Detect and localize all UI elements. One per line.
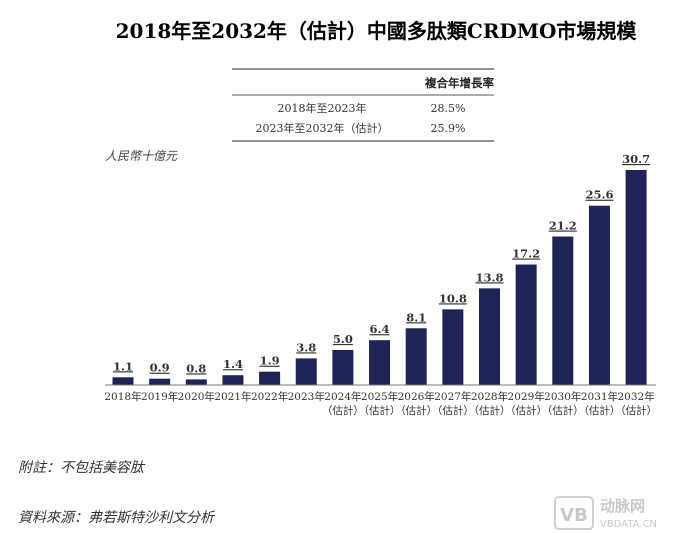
data-label: 1.9 xyxy=(260,354,280,368)
x-tick-label: 2025年 xyxy=(361,390,398,403)
data-label: 1.4 xyxy=(223,357,243,371)
cagr-row-period: 2023年至2032年（估計） xyxy=(256,121,389,135)
x-tick-label: 2024年 xyxy=(324,390,361,403)
bar-2026年 xyxy=(405,328,427,385)
data-label: 1.1 xyxy=(113,359,133,373)
data-label: 8.1 xyxy=(406,310,426,324)
x-tick-label: 2023年 xyxy=(288,390,325,403)
cagr-row-value: 25.9% xyxy=(431,122,466,135)
cagr-table: 複合年增長率 2018年至2023年 28.5% 2023年至2032年（估計）… xyxy=(232,68,494,142)
x-tick-label: 2027年 xyxy=(434,390,471,403)
bar-2029年 xyxy=(515,264,537,385)
x-tick-sublabel: （估計） xyxy=(578,404,620,417)
x-tick-sublabel: （估計） xyxy=(359,404,401,417)
bar-2023年 xyxy=(295,358,317,385)
x-tick-sublabel: （估計） xyxy=(469,404,511,417)
bar-2028年 xyxy=(479,288,500,385)
source-note: 資料來源：弗若斯特沙利文分析 xyxy=(18,510,216,526)
data-label: 25.6 xyxy=(585,188,613,202)
chart-title: 2018年至2032年（估計）中國多肽類CRDMO市場規模 xyxy=(116,19,638,43)
data-label: 30.7 xyxy=(622,152,650,166)
bar-2032年 xyxy=(625,170,647,385)
cagr-row-period: 2018年至2023年 xyxy=(278,101,367,115)
cagr-header: 複合年增長率 xyxy=(424,76,494,90)
x-tick-label: 2028年 xyxy=(471,390,508,403)
watermark-logo: VB 动脉网 VBDATA.CN xyxy=(554,496,657,530)
bar-2031年 xyxy=(588,205,610,385)
x-tick-sublabel: （估計） xyxy=(395,404,437,417)
x-tick-label: 2019年 xyxy=(141,390,178,403)
svg-text:VBDATA.CN: VBDATA.CN xyxy=(600,519,657,530)
x-tick-sublabel: （估計） xyxy=(322,404,364,417)
bar-2024年 xyxy=(332,349,354,385)
data-label: 5.0 xyxy=(333,332,353,346)
data-label: 6.4 xyxy=(370,322,390,336)
bar-2020年 xyxy=(185,379,207,385)
data-label: 3.8 xyxy=(296,340,316,354)
bar-2019年 xyxy=(149,378,171,385)
x-tick-sublabel: （估計） xyxy=(432,404,474,417)
data-label: 17.2 xyxy=(512,247,540,261)
bar-2018年 xyxy=(112,377,134,385)
cagr-row-value: 28.5% xyxy=(431,102,466,115)
x-tick-sublabel: （估計） xyxy=(615,404,657,417)
bar-2022年 xyxy=(259,371,281,385)
footnote: 附註：不包括美容肽 xyxy=(18,460,146,476)
x-tick-label: 2026年 xyxy=(398,390,435,403)
bar-2027年 xyxy=(442,309,464,385)
data-label: 0.9 xyxy=(150,361,170,375)
x-tick-label: 2021年 xyxy=(214,390,251,403)
x-tick-sublabel: （估計） xyxy=(505,404,547,417)
bar-2025年 xyxy=(369,340,391,385)
svg-text:动脉网: 动脉网 xyxy=(600,497,645,515)
y-axis-unit-label: 人民幣十億元 xyxy=(105,149,178,163)
data-label: 0.8 xyxy=(186,361,206,375)
x-tick-label: 2031年 xyxy=(581,390,618,403)
bars-group: 1.1 0.9 0.8 1.4 1.9 3.8 5.0 6.4 8.1 10.8 13.8 17.2 2… xyxy=(112,152,650,385)
svg-text:VB: VB xyxy=(560,505,588,526)
bar-2030年 xyxy=(552,236,574,385)
data-label: 21.2 xyxy=(549,219,577,233)
x-tick-label: 2020年 xyxy=(178,390,215,403)
x-tick-label: 2032年 xyxy=(617,390,654,403)
x-axis-labels: 2018年 2019年 2020年 2021年 2022年 2023年 2024年（估計）2… xyxy=(104,390,657,417)
bar-2021年 xyxy=(222,375,244,385)
x-tick-label: 2029年 xyxy=(508,390,545,403)
x-tick-sublabel: （估計） xyxy=(542,404,584,417)
x-tick-label: 2022年 xyxy=(251,390,288,403)
x-tick-label: 2018年 xyxy=(104,390,141,403)
data-label: 10.8 xyxy=(439,291,467,305)
x-tick-label: 2030年 xyxy=(544,390,581,403)
data-label: 13.8 xyxy=(475,270,503,284)
